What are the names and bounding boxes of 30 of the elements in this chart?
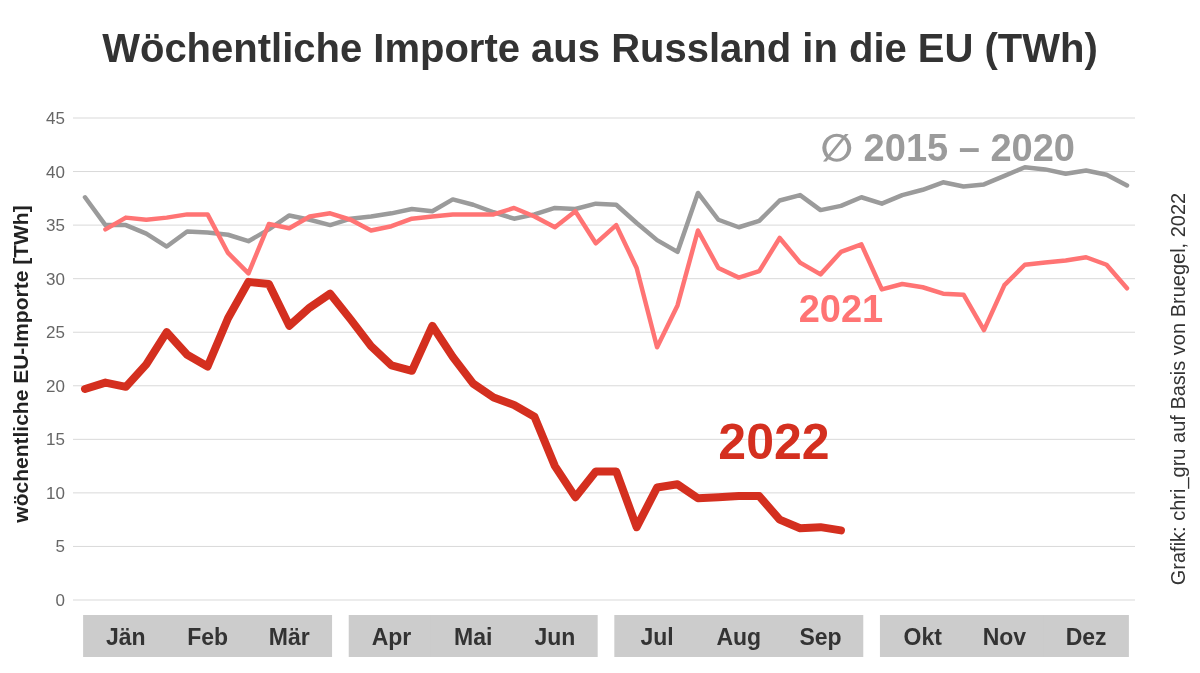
x-tick-label: Mai bbox=[454, 624, 493, 650]
y-tick-label: 10 bbox=[46, 483, 65, 503]
x-tick-label: Sep bbox=[799, 624, 842, 650]
y-tick-label: 20 bbox=[46, 376, 65, 396]
line-series bbox=[82, 165, 1130, 255]
text: Grafik: chri_gru auf Basis von Bruegel, 2022 bbox=[1167, 192, 1190, 586]
y-axis-title: wöchentliche EU-Importe [TWh] bbox=[9, 205, 32, 524]
series-label: 2021 bbox=[798, 287, 884, 330]
y-tick-label: 30 bbox=[46, 269, 65, 289]
y-tick-label: 15 bbox=[46, 430, 65, 450]
series-label: 2022 bbox=[718, 413, 830, 470]
x-tick-label: Dez bbox=[1065, 624, 1107, 650]
line-series bbox=[103, 205, 1130, 350]
x-tick-label: Jun bbox=[534, 624, 576, 650]
y-tick-label: 5 bbox=[55, 537, 65, 557]
y-tick-label: 45 bbox=[46, 109, 65, 128]
x-tick-label: Mär bbox=[268, 624, 310, 650]
x-tick-label: Jul bbox=[640, 624, 674, 650]
x-tick-label: Feb bbox=[187, 624, 229, 650]
x-tick-label: Nov bbox=[982, 624, 1027, 650]
chart-title: Wöchentliche Importe aus Russland in die EU (TWh) bbox=[102, 26, 1098, 70]
x-tick-label: Aug bbox=[716, 624, 762, 650]
x-tick-label: Apr bbox=[371, 624, 412, 650]
y-tick-label: 35 bbox=[46, 216, 65, 236]
x-tick-label: Jän bbox=[106, 624, 146, 650]
y-tick-label: 0 bbox=[55, 591, 65, 610]
series-label: ∅ 2015 – 2020 bbox=[820, 126, 1075, 169]
y-tick-label: 25 bbox=[46, 323, 65, 343]
y-tick-label: 40 bbox=[46, 162, 65, 182]
x-tick-label: Okt bbox=[903, 624, 943, 650]
